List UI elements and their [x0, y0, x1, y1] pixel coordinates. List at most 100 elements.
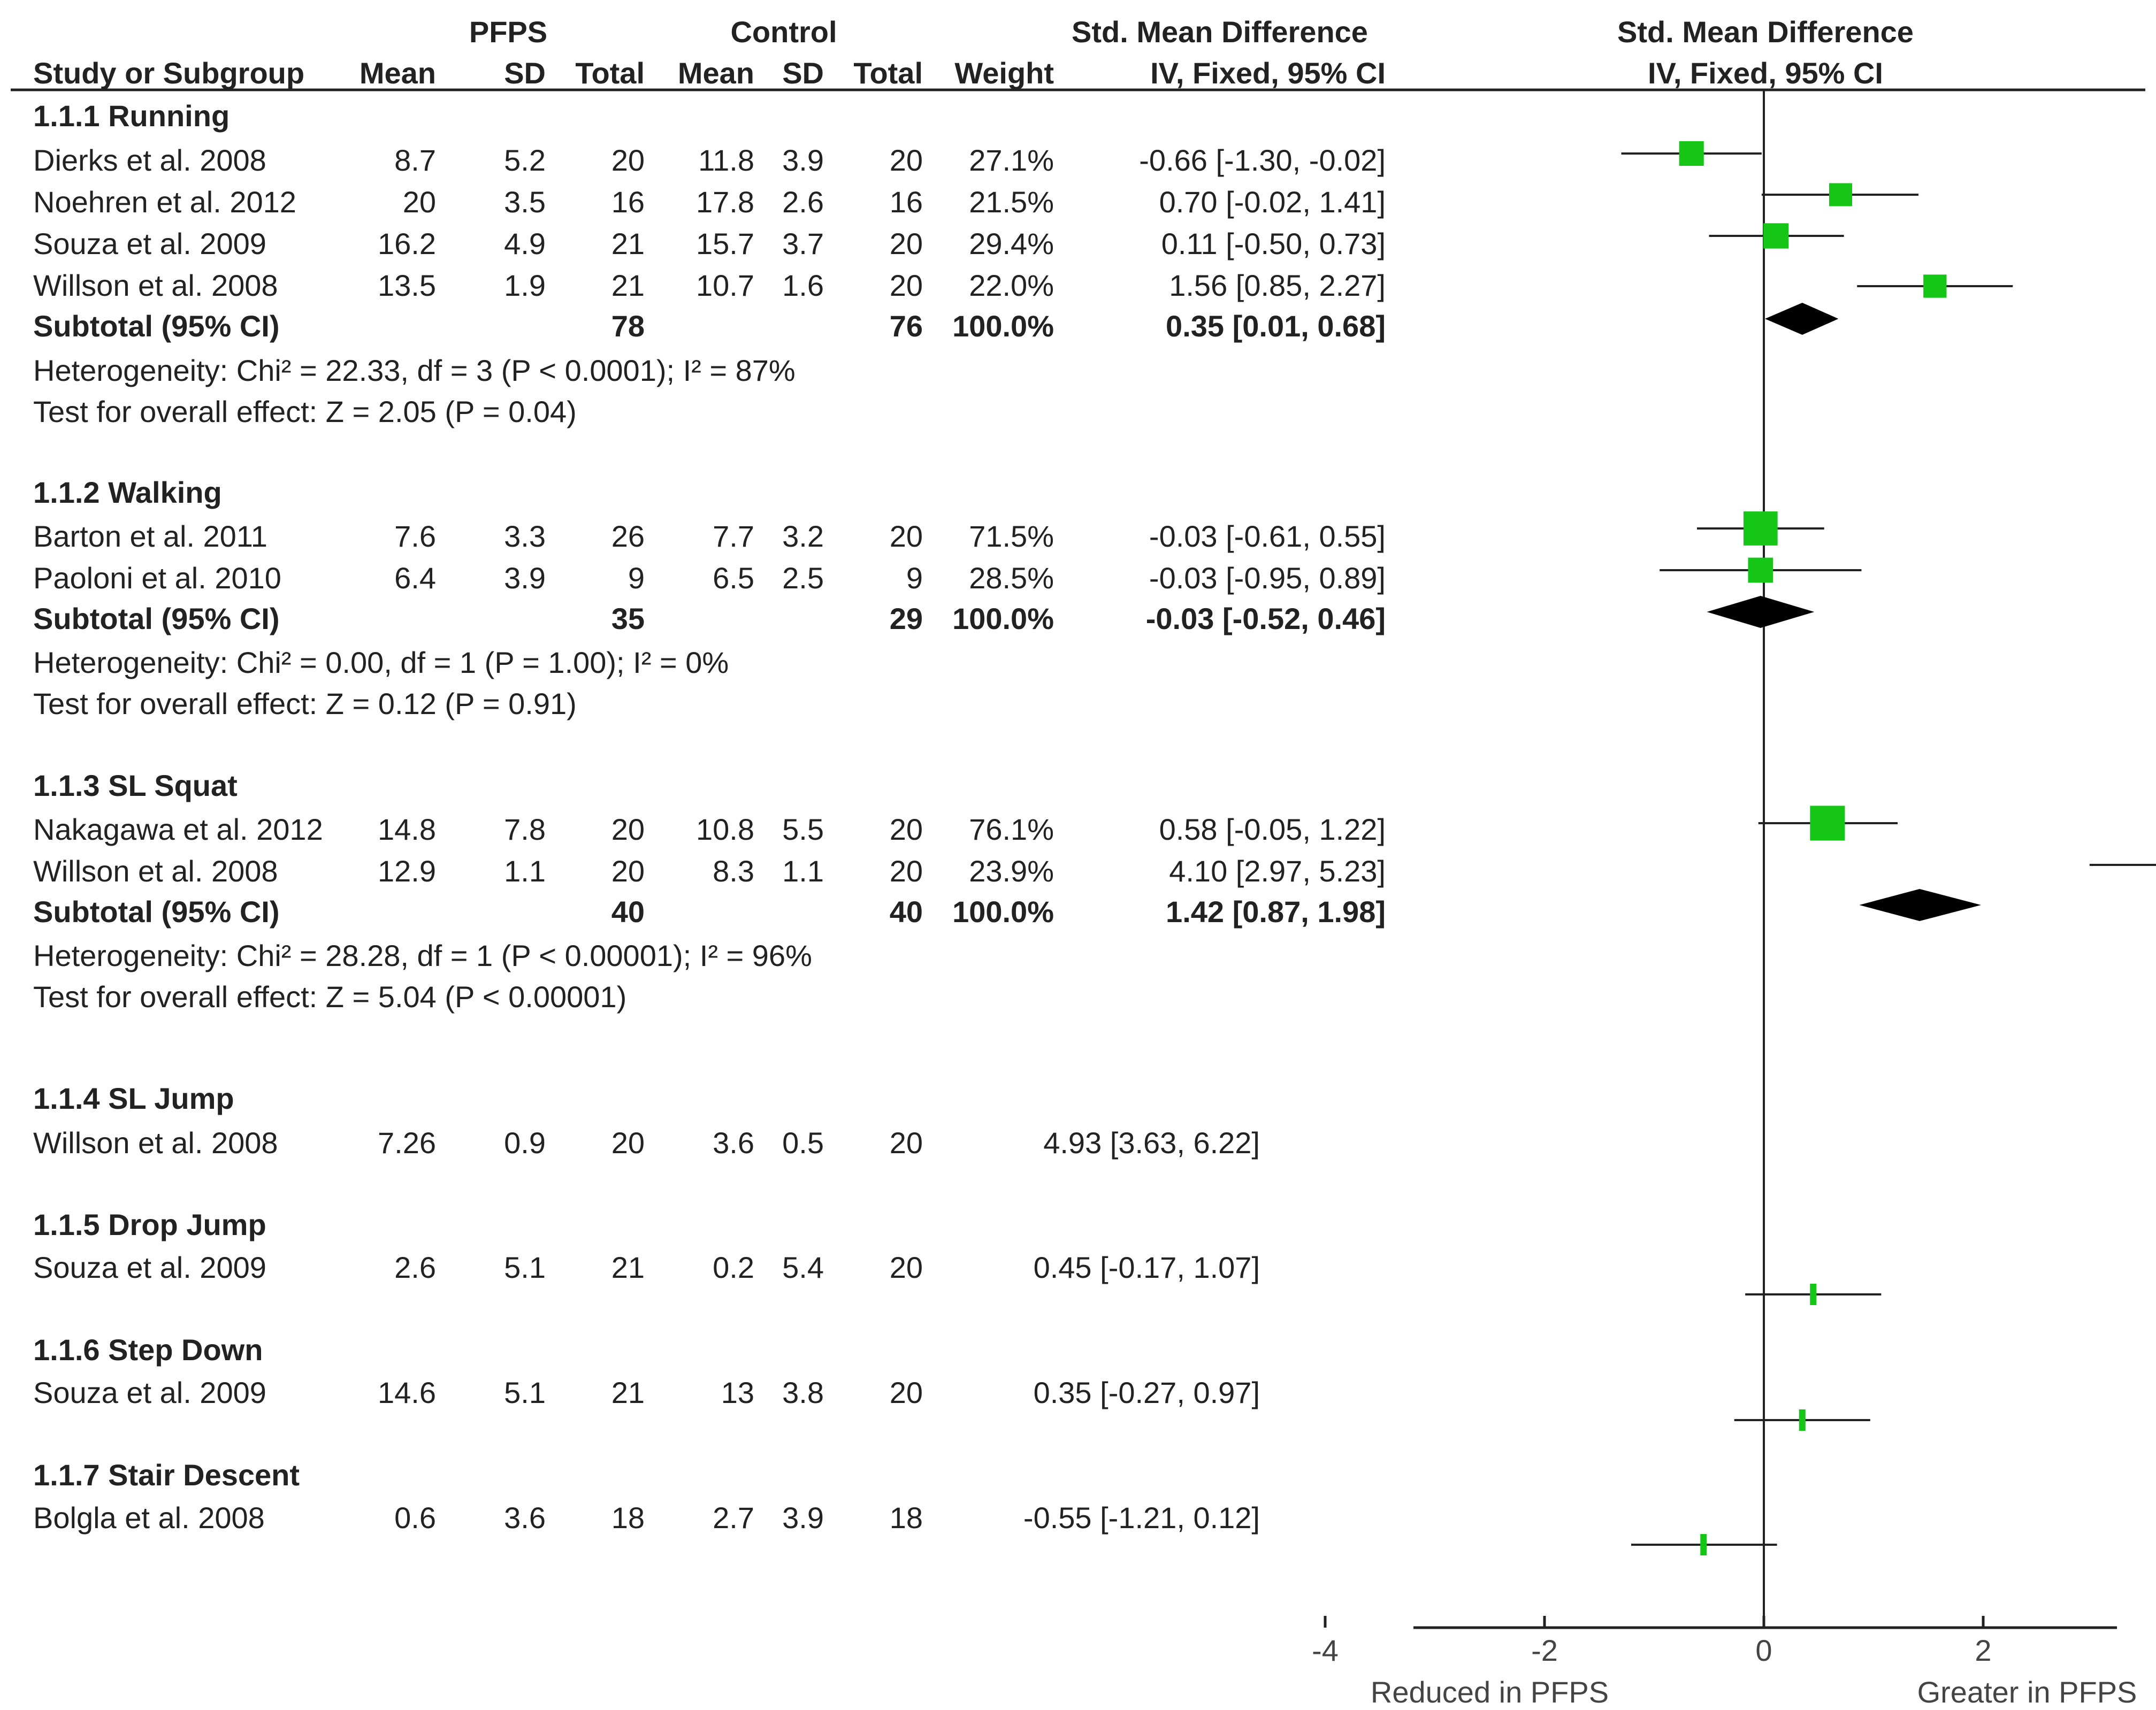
subtotal-diamond	[1859, 889, 1981, 921]
study-weight: 29.4%	[969, 227, 1054, 260]
control-mean: 10.8	[696, 812, 754, 846]
study-weight: 23.9%	[969, 854, 1054, 888]
study-ci: 0.11 [-0.50, 0.73]	[1161, 227, 1386, 260]
pfps-total: 20	[611, 1126, 645, 1160]
subgroup-note: Heterogeneity: Chi² = 22.33, df = 3 (P <…	[33, 354, 796, 387]
pfps-sd: 3.9	[504, 561, 546, 595]
study-ci: -0.66 [-1.30, -0.02]	[1139, 143, 1386, 177]
control-sd: 3.9	[782, 143, 824, 177]
subtotal-ci: 0.35 [0.01, 0.68]	[1166, 309, 1386, 343]
control-total: 20	[889, 1126, 923, 1160]
study-marker	[1810, 1284, 1817, 1305]
subgroup-note: Heterogeneity: Chi² = 28.28, df = 1 (P <…	[33, 939, 812, 972]
header-plot-subtitle: IV, Fixed, 95% CI	[1648, 56, 1883, 90]
pfps-sd: 1.9	[504, 269, 546, 302]
pfps-mean: 0.6	[394, 1501, 436, 1535]
subtotal-label: Subtotal (95% CI)	[33, 602, 280, 635]
control-total: 20	[889, 812, 923, 846]
study-name: Willson et al. 2008	[33, 854, 278, 888]
subgroup-label: 1.1.3 SL Squat	[33, 769, 238, 802]
study-name: Barton et al. 2011	[33, 519, 267, 553]
control-sd: 1.6	[782, 269, 824, 302]
pfps-total: 21	[611, 1376, 645, 1409]
subtotal-diamond	[1707, 596, 1815, 628]
control-sd: 0.5	[782, 1126, 824, 1160]
header-plot-title: Std. Mean Difference	[1617, 15, 1914, 49]
control-mean: 6.5	[713, 561, 754, 595]
subtotal-weight: 100.0%	[952, 602, 1054, 635]
pfps-mean: 8.7	[394, 143, 436, 177]
study-marker	[1810, 806, 1845, 841]
control-mean: 3.6	[713, 1126, 754, 1160]
pfps-mean: 7.6	[394, 519, 436, 553]
pfps-mean: 20	[402, 185, 436, 219]
header-col-mean-control: Mean	[677, 56, 754, 90]
study-name: Noehren et al. 2012	[33, 185, 296, 219]
control-total: 16	[889, 185, 923, 219]
subgroup-label: 1.1.4 SL Jump	[33, 1082, 234, 1115]
study-weight: 28.5%	[969, 561, 1054, 595]
control-mean: 17.8	[696, 185, 754, 219]
study-marker	[1923, 274, 1947, 298]
study-name: Bolgla et al. 2008	[33, 1501, 265, 1535]
pfps-total: 21	[611, 227, 645, 260]
subtotal-control-total: 40	[889, 895, 923, 929]
study-name: Dierks et al. 2008	[33, 143, 266, 177]
pfps-mean: 14.6	[378, 1376, 436, 1409]
pfps-mean: 7.26	[378, 1126, 436, 1160]
control-total: 20	[889, 1251, 923, 1284]
control-mean: 11.8	[698, 143, 754, 177]
study-ci: -0.03 [-0.61, 0.55]	[1149, 519, 1386, 553]
pfps-total: 20	[611, 143, 645, 177]
pfps-mean: 14.8	[378, 812, 436, 846]
study-marker	[1744, 511, 1778, 546]
pfps-mean: 6.4	[394, 561, 436, 595]
subtotal-control-total: 29	[889, 602, 923, 635]
control-mean: 2.7	[713, 1501, 754, 1535]
subtotal-pfps-total: 40	[611, 895, 645, 929]
study-ci: 0.35 [-0.27, 0.97]	[1033, 1376, 1260, 1409]
header-smd-subtitle: IV, Fixed, 95% CI	[1150, 56, 1386, 90]
subgroup-note: Test for overall effect: Z = 2.05 (P = 0…	[33, 395, 577, 428]
control-mean: 13	[721, 1376, 754, 1409]
study-name: Souza et al. 2009	[33, 227, 266, 260]
pfps-total: 20	[611, 812, 645, 846]
subtotal-label: Subtotal (95% CI)	[33, 895, 280, 929]
subtotal-ci: 1.42 [0.87, 1.98]	[1166, 895, 1386, 929]
subgroup-note: Test for overall effect: Z = 5.04 (P < 0…	[33, 980, 627, 1014]
header-group-control: Control	[730, 15, 837, 49]
header-col-sd-pfps: SD	[504, 56, 546, 90]
control-total: 18	[889, 1501, 923, 1535]
pfps-mean: 16.2	[378, 227, 436, 260]
study-ci: -0.03 [-0.95, 0.89]	[1149, 561, 1386, 595]
study-ci: 4.93 [3.63, 6.22]	[1043, 1126, 1260, 1160]
pfps-total: 26	[611, 519, 645, 553]
header-smd-title: Std. Mean Difference	[1072, 15, 1368, 49]
pfps-sd: 3.5	[504, 185, 546, 219]
subgroup-label: 1.1.2 Walking	[33, 476, 222, 509]
pfps-mean: 13.5	[378, 269, 436, 302]
study-name: Paoloni et al. 2010	[33, 561, 281, 595]
pfps-sd: 3.3	[504, 519, 546, 553]
study-marker	[1829, 183, 1853, 206]
pfps-mean: 2.6	[394, 1251, 436, 1284]
study-ci: 1.56 [0.85, 2.27]	[1169, 269, 1386, 302]
x-label-right: Greater in PFPS	[1917, 1675, 2137, 1709]
pfps-total: 21	[611, 1251, 645, 1284]
control-sd: 2.6	[782, 185, 824, 219]
pfps-sd: 5.1	[504, 1376, 546, 1409]
subtotal-weight: 100.0%	[952, 895, 1054, 929]
pfps-sd: 7.8	[504, 812, 546, 846]
control-total: 20	[889, 1376, 923, 1409]
subtotal-weight: 100.0%	[952, 309, 1054, 343]
study-weight: 21.5%	[969, 185, 1054, 219]
study-ci: 0.70 [-0.02, 1.41]	[1159, 185, 1386, 219]
header-col-weight: Weight	[954, 56, 1054, 90]
header-col-study: Study or Subgroup	[33, 56, 305, 90]
study-name: Willson et al. 2008	[33, 1126, 278, 1160]
subtotal-diamond	[1765, 303, 1839, 335]
subgroup-label: 1.1.5 Drop Jump	[33, 1208, 266, 1241]
header-col-total-control: Total	[853, 56, 923, 90]
